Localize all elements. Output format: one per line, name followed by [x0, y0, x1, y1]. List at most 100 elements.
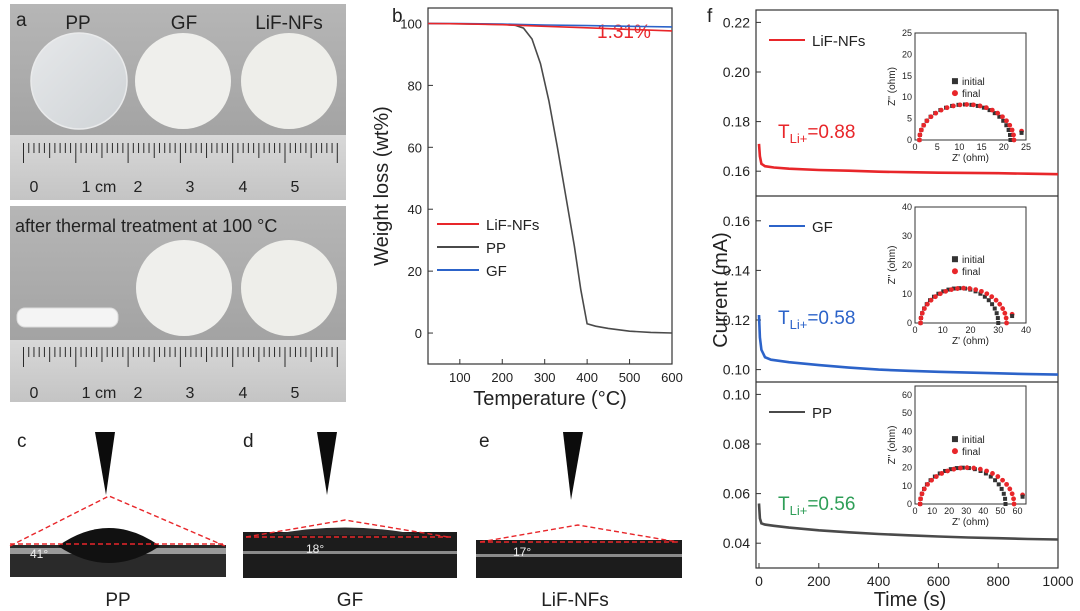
eis-point-initial	[1006, 127, 1011, 132]
y-axis-label: Current (mA)	[710, 232, 732, 348]
eis-point-final	[995, 474, 1001, 479]
eis-point-initial	[941, 289, 946, 294]
needle-icon	[317, 432, 337, 495]
droplet	[58, 528, 160, 563]
eis-point-initial	[1003, 502, 1008, 506]
eis-point-initial	[943, 468, 948, 473]
inset-y-tick-label: 20	[902, 463, 912, 473]
transference-number: TLi+=0.56	[778, 494, 855, 518]
eis-point-initial	[992, 111, 997, 116]
eis-point-final	[1004, 118, 1009, 124]
eis-point-final	[984, 468, 989, 474]
contact-angle-value: 18°	[306, 542, 324, 556]
inset-x-tick-label: 15	[977, 142, 987, 152]
x-tick-label: 600	[661, 370, 683, 385]
panel-c: c 41° PP	[9, 431, 226, 611]
needle-icon	[563, 432, 583, 500]
inset-y-tick-label: 10	[902, 481, 912, 491]
inset-x-tick-label: 5	[935, 142, 940, 152]
inset-x-tick-label: 20	[965, 325, 975, 335]
x-tick-label: 400	[576, 370, 598, 385]
y-tick-label: 0.06	[723, 486, 750, 502]
eis-point-initial	[1008, 138, 1013, 142]
eis-point-final	[984, 291, 990, 297]
inset-x-axis-label: Z' (ohm)	[952, 153, 989, 164]
eis-point-final	[929, 477, 934, 483]
contact-angle-value: 17°	[513, 545, 531, 559]
inset-y-tick-label: 10	[902, 289, 912, 299]
inset-y-tick-label: 30	[902, 445, 912, 455]
y-tick-label: 0.14	[723, 262, 750, 278]
x-tick-label: 0	[755, 573, 763, 589]
ruler-number: 3	[186, 385, 195, 402]
inset-legend-marker	[951, 90, 958, 97]
eis-point-final	[938, 107, 944, 113]
inset-legend-marker	[951, 436, 958, 443]
angle-guide	[479, 524, 679, 543]
eis-point-initial	[997, 114, 1002, 119]
inset-y-tick-label: 10	[902, 92, 912, 102]
eis-point-final	[977, 103, 983, 109]
x-tick-label: 100	[449, 370, 471, 385]
inset-y-tick-label: 40	[902, 426, 912, 436]
x-tick-label: 800	[987, 573, 1011, 589]
droplet	[270, 527, 420, 535]
inset-legend-label: final	[962, 267, 980, 278]
inset-legend-label: initial	[962, 435, 985, 446]
inset-y-tick-label: 0	[907, 135, 912, 145]
x-tick-label: 200	[491, 370, 513, 385]
eis-point-final	[951, 466, 957, 472]
ruler-number: 1 cm	[82, 179, 117, 196]
lif-disc	[241, 33, 337, 129]
eis-point-final	[957, 102, 963, 108]
eis-point-final	[943, 288, 949, 294]
inset-y-tick-label: 30	[902, 231, 912, 241]
eis-point-initial	[999, 486, 1004, 491]
needle-icon	[95, 432, 115, 495]
panel-e-caption: LiF-NFs	[541, 590, 609, 611]
eis-inset: 0 10 20 30 40 50 60 0 10 20 30 40 50 60 Z' (ohm) Z'' (o…	[887, 385, 1027, 528]
legend-label: GF	[812, 219, 833, 236]
eis-point-final	[1004, 481, 1009, 487]
eis-point-initial	[988, 474, 993, 479]
plot-frame	[427, 7, 673, 365]
annotation-percent: 1.31%	[597, 22, 651, 43]
eis-point-initial	[982, 294, 987, 299]
panel-d: d 18° GF	[243, 431, 457, 611]
eis-point-initial	[1010, 314, 1015, 319]
gf-disc-after	[136, 240, 232, 336]
eis-point-final	[919, 310, 925, 316]
eis-point-initial	[1001, 491, 1006, 496]
y-tick-label: 100	[400, 16, 422, 31]
ruler-number: 5	[291, 179, 300, 196]
eis-point-final	[944, 105, 950, 111]
ruler-number: 4	[239, 385, 248, 402]
eis-point-initial	[996, 321, 1001, 325]
eis-point-initial	[978, 291, 983, 296]
eis-point-final	[917, 132, 923, 138]
eis-point-final	[995, 110, 1001, 116]
y-axis-label: Weight loss (wt%)	[371, 106, 393, 266]
inset-y-axis-label: Z'' (ohm)	[887, 426, 898, 465]
transference-number: TLi+=0.88	[778, 122, 855, 146]
eis-point-initial	[996, 482, 1001, 487]
y-tick-label: 40	[408, 202, 422, 217]
inset-legend-marker	[951, 256, 958, 263]
inset-x-tick-label: 20	[999, 142, 1009, 152]
panel-d-letter: d	[243, 431, 254, 452]
eis-point-final	[932, 294, 938, 300]
eis-point-final	[971, 465, 977, 471]
angle-guide	[245, 519, 449, 538]
inset-x-tick-label: 40	[978, 506, 988, 516]
x-tick-label: 500	[619, 370, 641, 385]
eis-point-final	[961, 285, 966, 291]
x-tick-label: 400	[867, 573, 891, 589]
y-tick-label: 0.10	[723, 386, 750, 402]
inset-y-tick-label: 50	[902, 408, 912, 418]
eis-point-final	[1009, 127, 1015, 133]
eis-point-initial	[1007, 132, 1012, 137]
x-axis-label: Time (s)	[874, 589, 947, 611]
series-line-lif-nfs	[427, 22, 673, 32]
x-tick-label: 600	[927, 573, 951, 589]
